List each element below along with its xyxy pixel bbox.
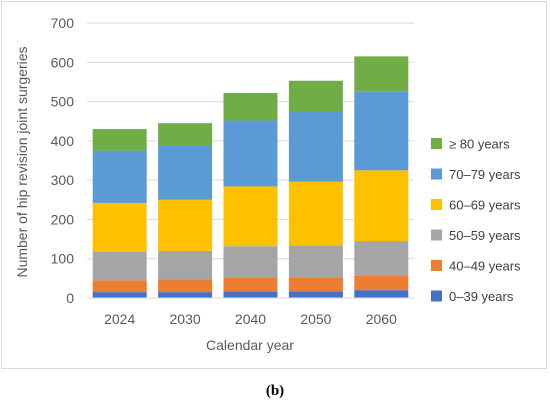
bar-segment-2050-5 — [288, 80, 343, 111]
bar-segment-2050-3 — [288, 181, 343, 246]
y-tick-label: 600 — [51, 54, 75, 70]
bar-segment-2024-1 — [92, 280, 147, 293]
x-axis-title: Calendar year — [206, 337, 294, 353]
bar-segment-2040-3 — [223, 186, 278, 247]
bar-segment-2024-0 — [92, 292, 147, 298]
bar-segment-2030-1 — [158, 279, 213, 293]
x-tick-label: 2024 — [104, 311, 135, 327]
x-tick-label: 2060 — [366, 311, 397, 327]
bar-segment-2040-4 — [223, 120, 278, 187]
y-tick-label: 700 — [51, 15, 75, 31]
x-tick-label: 2040 — [235, 311, 266, 327]
bar-segment-2060-0 — [354, 290, 409, 298]
bar-segment-2050-0 — [288, 291, 343, 298]
bar-segment-2030-0 — [158, 292, 213, 298]
bar-segment-2024-3 — [92, 202, 147, 253]
y-tick-label: 200 — [51, 211, 75, 227]
y-tick-label: 500 — [51, 94, 75, 110]
legend-label: ≥ 80 years — [449, 137, 510, 152]
legend-label: 70–79 years — [449, 167, 521, 182]
bar-segment-2040-2 — [223, 246, 278, 278]
bar-segment-2040-0 — [223, 291, 278, 298]
bar-segment-2040-1 — [223, 277, 278, 292]
bar-segment-2030-2 — [158, 250, 213, 280]
legend-swatch — [431, 168, 442, 180]
x-tick-label: 2050 — [300, 311, 331, 327]
y-tick-label: 400 — [51, 133, 75, 149]
chart-frame: 0 100 200 300 400 500 600 700 2024 2030 2040 2050 2… — [1, 1, 547, 369]
legend-label: 50–59 years — [449, 228, 521, 243]
legend-swatch — [431, 138, 442, 149]
bar-segment-2050-1 — [288, 277, 343, 292]
bar-segment-2060-3 — [354, 170, 409, 242]
bar-segment-2060-5 — [354, 56, 409, 92]
figure-caption: (b) — [265, 383, 285, 399]
x-tick-label: 2030 — [170, 311, 201, 327]
bar-segment-2050-4 — [288, 111, 343, 182]
bar-segment-2024-5 — [92, 129, 147, 151]
bar-segment-2060-4 — [354, 91, 409, 171]
bar-segment-2030-4 — [158, 145, 213, 200]
stacked-bar-chart: 0 100 200 300 400 500 600 700 2024 2030 2040 2050 2… — [14, 15, 521, 353]
bar-segment-2030-5 — [158, 123, 213, 146]
bar-segment-2060-2 — [354, 241, 409, 276]
bar-segment-2040-5 — [223, 92, 278, 121]
legend-label: 0–39 years — [449, 289, 514, 304]
bar-segment-2024-4 — [92, 150, 147, 203]
legend-swatch — [431, 290, 442, 302]
legend-label: 60–69 years — [449, 198, 521, 213]
legend-swatch — [431, 199, 442, 210]
legend-swatch — [431, 229, 442, 241]
y-axis-title: Number of hip revision joint surgeries — [14, 46, 30, 277]
legend-label: 40–49 years — [449, 259, 521, 274]
y-tick-label: 300 — [51, 172, 75, 188]
bar-segment-2050-2 — [288, 245, 343, 278]
bar-segment-2024-2 — [92, 252, 147, 281]
bar-segment-2030-3 — [158, 199, 213, 251]
y-tick-label: 0 — [66, 290, 74, 306]
legend-swatch — [431, 260, 442, 271]
bar-segment-2060-1 — [354, 275, 409, 291]
y-tick-label: 100 — [51, 251, 75, 267]
